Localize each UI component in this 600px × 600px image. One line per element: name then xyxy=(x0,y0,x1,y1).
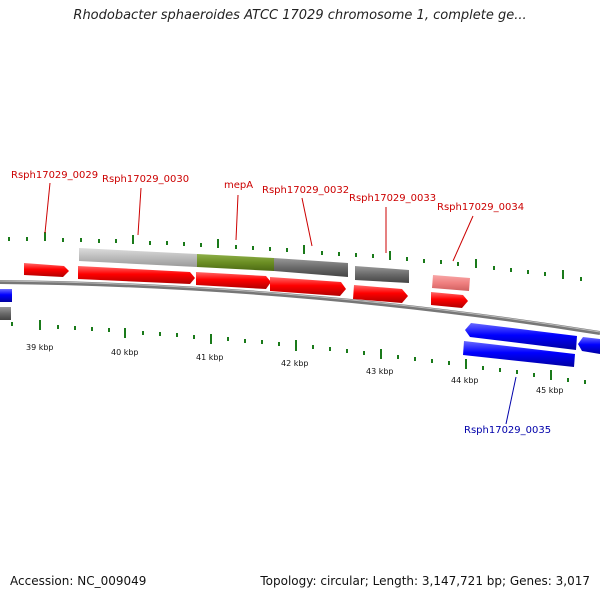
gene-arrow-0034[interactable] xyxy=(431,292,468,308)
gene-label-0035[interactable]: Rsph17029_0035 xyxy=(464,425,551,436)
scale-label-44: 44 kbp xyxy=(451,376,479,385)
map-title: Rhodobacter sphaeroides ATCC 17029 chrom… xyxy=(73,8,527,23)
leader-lines xyxy=(44,182,517,425)
feature-gray-0032[interactable] xyxy=(274,258,348,277)
chromosome-backbone xyxy=(0,280,600,335)
gene-label-0034[interactable]: Rsph17029_0034 xyxy=(437,202,524,213)
scale-label-39: 39 kbp xyxy=(26,343,54,352)
gene-arrow-0029[interactable] xyxy=(24,263,69,277)
gene-arrow-mepa[interactable] xyxy=(196,272,271,289)
accession-text: Accession: NC_009049 xyxy=(10,574,147,588)
scale-label-45: 45 kbp xyxy=(536,386,564,395)
gene-arrow-0035[interactable] xyxy=(465,323,577,350)
topology-summary: Topology: circular; Length: 3,147,721 bp… xyxy=(260,574,590,588)
feature-light-gray[interactable] xyxy=(79,248,197,267)
gene-label-0033[interactable]: Rsph17029_0033 xyxy=(349,193,436,204)
scale-label-42: 42 kbp xyxy=(281,359,309,368)
scale-label-41: 41 kbp xyxy=(196,353,224,362)
gene-arrow-right-partial[interactable] xyxy=(578,337,600,354)
gene-arrow-0030[interactable] xyxy=(78,266,195,284)
gene-label-0029[interactable]: Rsph17029_0029 xyxy=(11,170,98,181)
forward-genes xyxy=(24,263,468,308)
outer-tick-ring xyxy=(8,232,582,281)
gene-arrow-0033[interactable] xyxy=(353,285,408,303)
scale-label-40: 40 kbp xyxy=(111,348,139,357)
feature-pink-0034[interactable] xyxy=(432,275,470,291)
scale-label-43: 43 kbp xyxy=(366,367,394,376)
gene-arrow-0032[interactable] xyxy=(270,277,346,296)
gene-labels: Rsph17029_0029 Rsph17029_0030 mepA Rsph1… xyxy=(11,170,551,436)
feature-blue-0035[interactable] xyxy=(463,341,575,367)
gene-label-0032[interactable]: Rsph17029_0032 xyxy=(262,185,349,196)
inner-tick-ring xyxy=(11,320,586,384)
gene-label-0030[interactable]: Rsph17029_0030 xyxy=(102,174,189,185)
reverse-genes xyxy=(463,323,600,367)
feature-track-upper xyxy=(79,248,470,291)
gene-arrow-left-blue[interactable] xyxy=(0,289,12,302)
scale-labels: 39 kbp 40 kbp 41 kbp 42 kbp 43 kbp 44 kb… xyxy=(26,343,564,395)
feature-gray-0033[interactable] xyxy=(355,266,409,283)
gene-label-mepa[interactable]: mepA xyxy=(224,180,253,191)
feature-green[interactable] xyxy=(197,254,274,271)
feature-gray-left[interactable] xyxy=(0,307,11,320)
